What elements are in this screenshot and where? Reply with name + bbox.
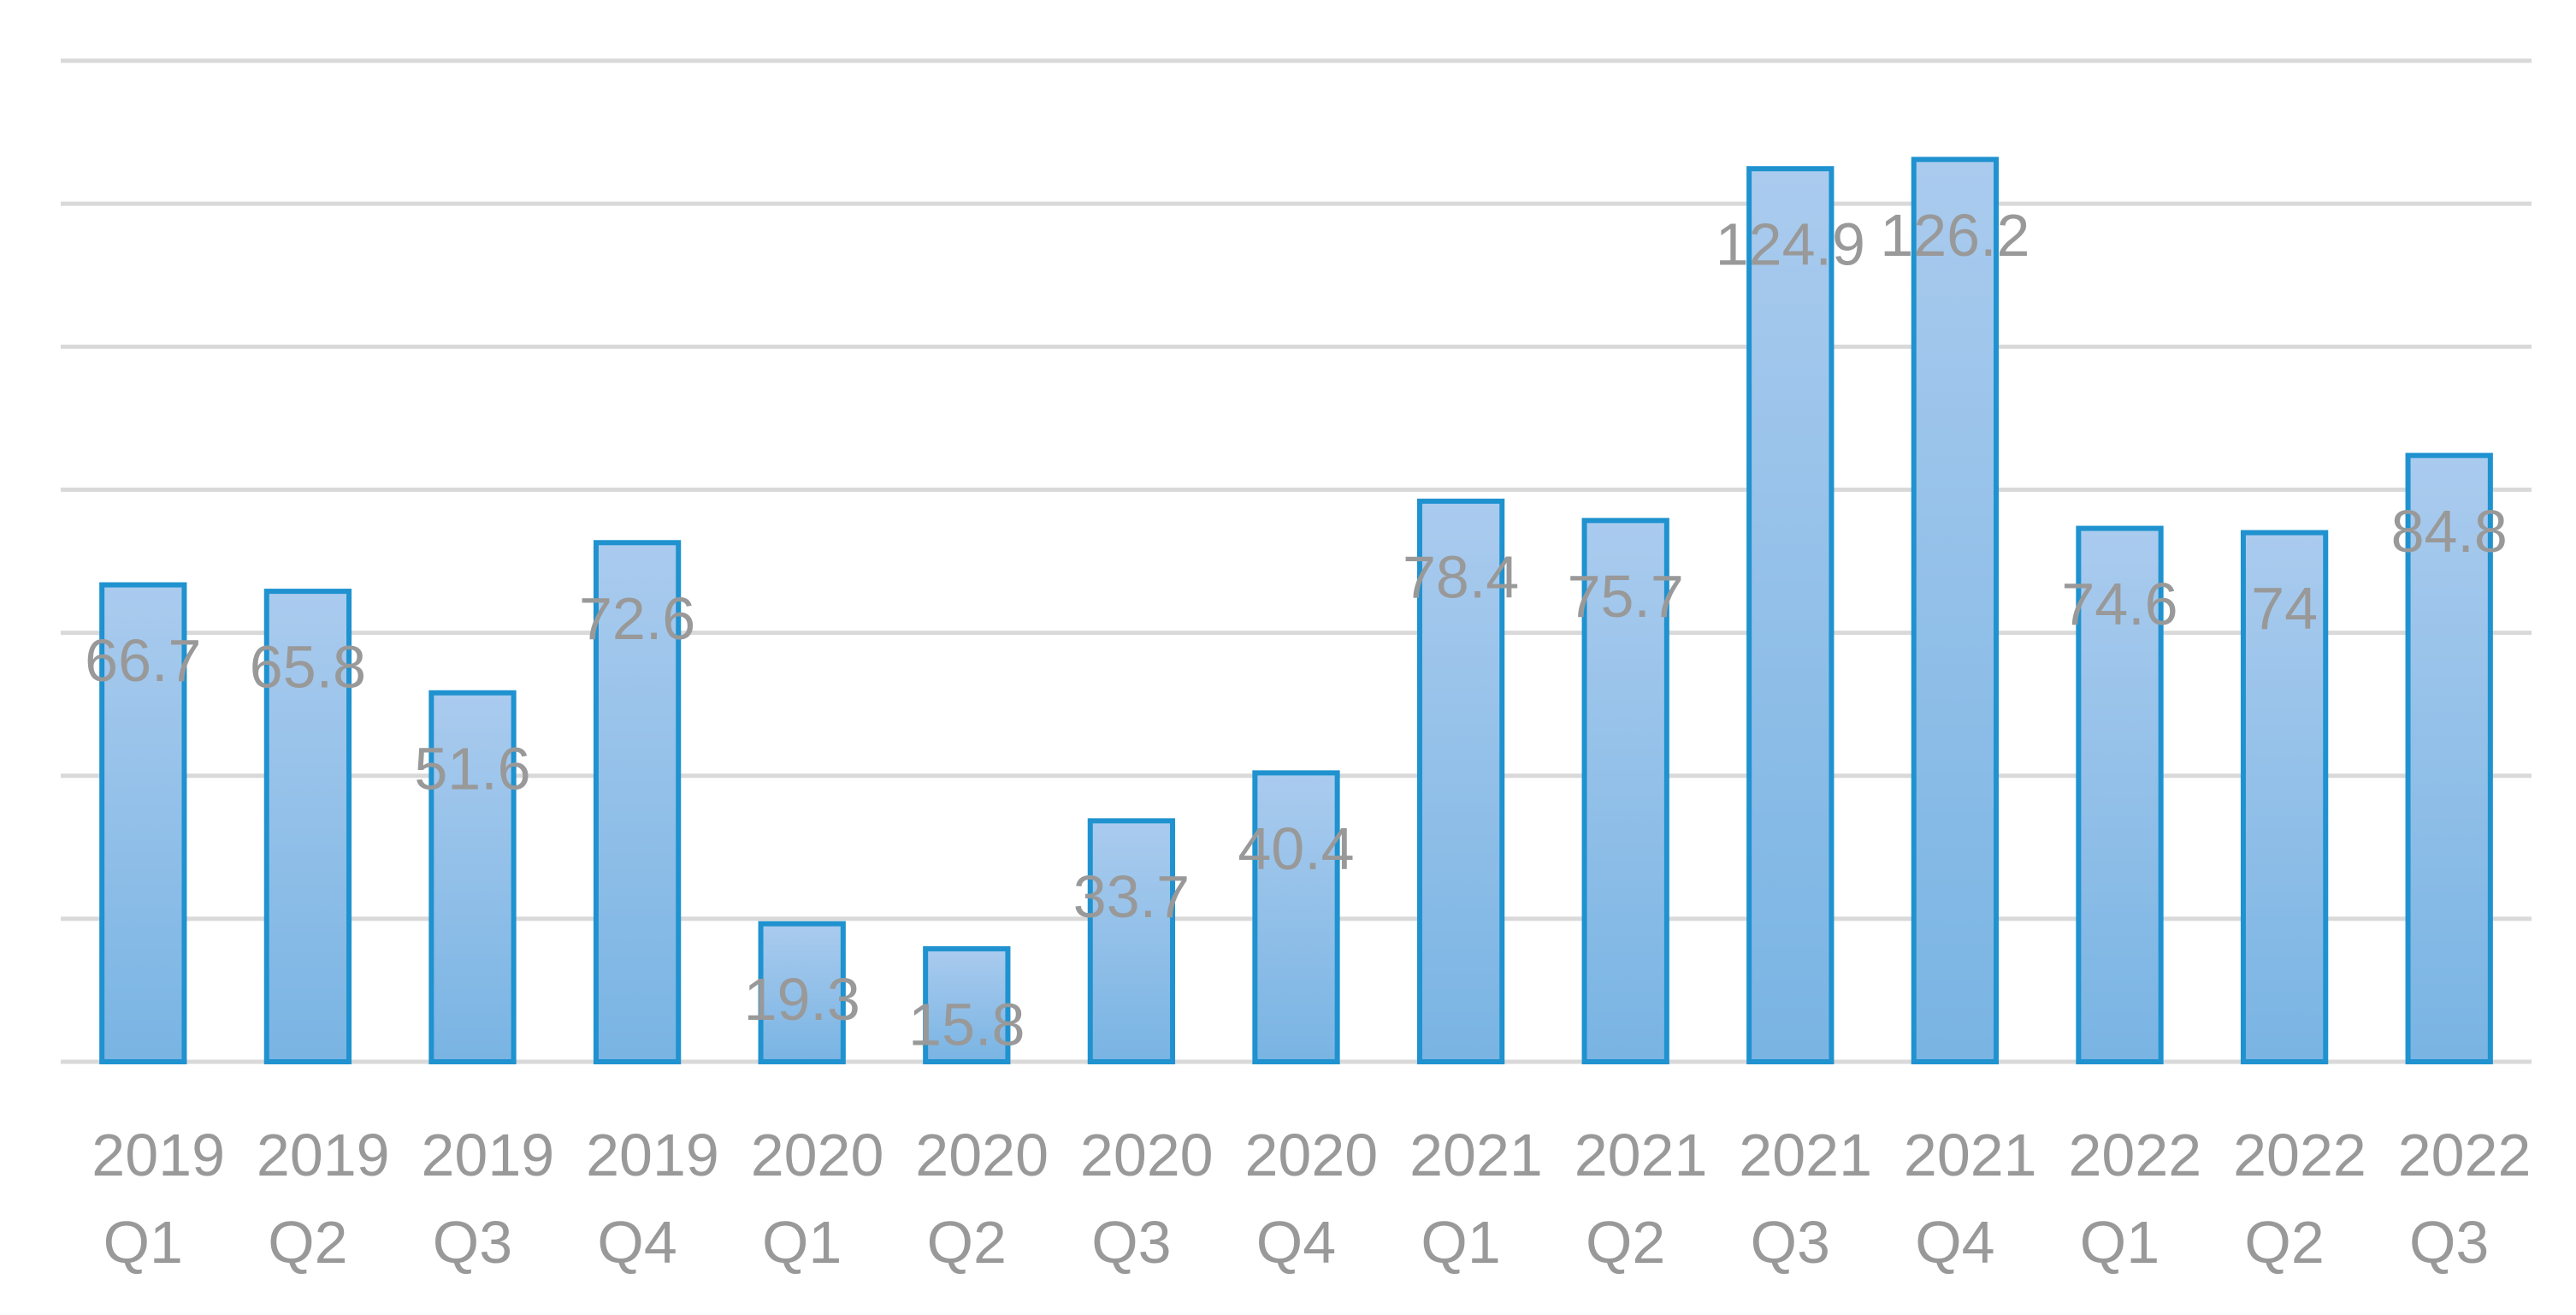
x-tick-label: 2019 Q3: [421, 1122, 555, 1276]
bar: [1911, 157, 2000, 1064]
data-label: 74: [2251, 575, 2318, 642]
x-tick-label: 2020 Q2: [915, 1122, 1049, 1276]
data-label: 74.6: [2061, 571, 2177, 637]
data-label: 65.8: [250, 634, 366, 701]
bar: [428, 690, 517, 1064]
bar: [593, 540, 682, 1064]
bar: [1252, 770, 1340, 1064]
data-label: 84.8: [2391, 498, 2508, 565]
bar: [1581, 518, 1669, 1064]
bar: [1087, 818, 1176, 1064]
x-tick-label: 2022 Q3: [2397, 1122, 2532, 1276]
data-label: 78.4: [1403, 543, 1519, 610]
bar: [2405, 453, 2493, 1064]
bar: [2240, 530, 2329, 1064]
bar: [923, 945, 1011, 1065]
x-tick-label: 2019 Q1: [92, 1122, 226, 1276]
data-label: 126.2: [1880, 202, 2029, 269]
data-label: 19.3: [744, 966, 860, 1033]
bar: [263, 589, 352, 1064]
x-tick-label: 2019 Q4: [586, 1122, 719, 1276]
data-label: 33.7: [1073, 863, 1190, 930]
x-tick-label: 2021 Q1: [1409, 1122, 1543, 1276]
x-tick-label: 2021 Q2: [1574, 1122, 1708, 1276]
data-label: 66.7: [85, 627, 201, 694]
bar: [99, 582, 187, 1064]
x-tick-label: 2021 Q4: [1903, 1122, 2037, 1276]
bar: [758, 921, 846, 1065]
data-label: 51.6: [414, 735, 530, 802]
x-tick-label: 2022 Q2: [2233, 1122, 2366, 1276]
x-tick-label: 2019 Q2: [256, 1122, 390, 1276]
data-label: 72.6: [579, 585, 695, 652]
x-tick-label: 2020 Q1: [750, 1122, 884, 1276]
data-label: 75.7: [1568, 563, 1684, 630]
x-tick-label: 2021 Q3: [1739, 1122, 1873, 1276]
data-label: 124.9: [1716, 211, 1865, 278]
data-label: 40.4: [1238, 815, 1354, 882]
x-tick-label: 2020 Q3: [1079, 1122, 1214, 1276]
bar: [1416, 498, 1505, 1064]
x-tick-label: 2020 Q4: [1244, 1122, 1379, 1276]
data-label: 15.8: [908, 991, 1025, 1057]
bar: [2076, 525, 2164, 1064]
bar: [1746, 166, 1835, 1064]
x-tick-label: 2022 Q1: [2068, 1122, 2202, 1276]
